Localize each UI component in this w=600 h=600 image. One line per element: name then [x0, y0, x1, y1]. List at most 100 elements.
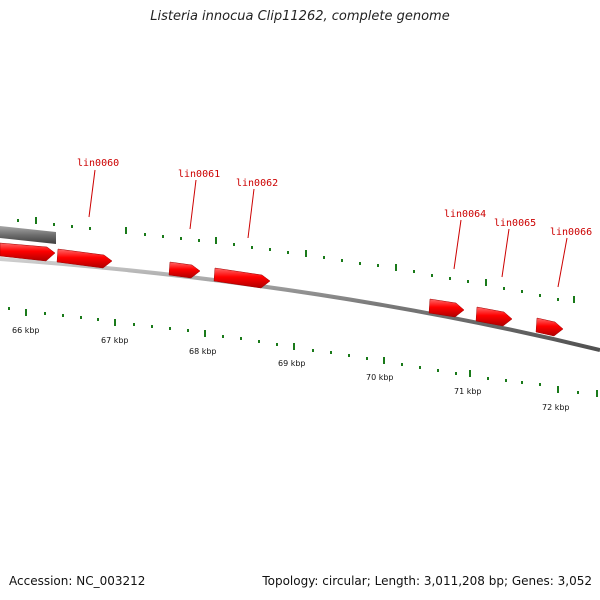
outer-tick: [413, 270, 415, 273]
outer-tick: [180, 237, 182, 240]
scale-tick-major: [596, 390, 598, 397]
outer-tick: [449, 277, 451, 280]
gene-arrow[interactable]: [475, 306, 513, 327]
outer-tick-major: [215, 237, 217, 244]
scale-tick: [62, 314, 64, 317]
scale-tick-major: [557, 386, 559, 393]
scale-tick: [240, 337, 242, 340]
leader-line-lin0065: [501, 228, 510, 278]
outer-tick: [17, 219, 19, 222]
scale-label-70: 70 kbp: [366, 373, 394, 382]
scale-label-67: 67 kbp: [101, 336, 129, 345]
map-title: Listeria innocua Clip11262, complete gen…: [150, 9, 450, 24]
scale-tick-major: [204, 330, 206, 337]
scale-tick: [97, 318, 99, 321]
scale-tick: [133, 323, 135, 326]
outer-tick: [71, 225, 73, 228]
scale-tick: [44, 312, 46, 315]
outer-tick: [89, 227, 91, 230]
scale-tick: [330, 351, 332, 354]
scale-tick: [258, 340, 260, 343]
outer-tick: [359, 262, 361, 265]
outer-tick: [251, 246, 253, 249]
topology-value: circular: [322, 574, 367, 588]
scale-tick: [169, 327, 171, 330]
outer-tick: [557, 298, 559, 301]
scale-tick: [401, 363, 403, 366]
gene-track: [0, 242, 564, 337]
scale-tick-major: [25, 309, 27, 316]
scale-tick: [8, 307, 10, 310]
outer-tick-major: [485, 279, 487, 286]
leader-line-lin0060: [88, 169, 96, 218]
accession-info: Accession: NC_003212: [9, 574, 145, 588]
gene-label-lin0060[interactable]: lin0060: [77, 158, 119, 169]
scale-tick: [437, 369, 439, 372]
gene-label-lin0061[interactable]: lin0061: [178, 169, 220, 180]
scale-tick-major: [293, 343, 295, 350]
leader-line-lin0066: [557, 237, 568, 288]
gene-label-lin0064[interactable]: lin0064: [444, 209, 486, 220]
leader-line-lin0061: [189, 179, 197, 230]
scale-tick: [187, 329, 189, 332]
gene-leader-lines: [88, 169, 568, 288]
gene-arrow[interactable]: [213, 267, 271, 289]
gene-label-lin0065[interactable]: lin0065: [494, 218, 536, 229]
scale-tick: [348, 354, 350, 357]
scale-tick: [366, 357, 368, 360]
topology-label: Topology:: [262, 574, 319, 588]
scale-tick: [521, 381, 523, 384]
outer-tick: [467, 280, 469, 283]
gene-arrow[interactable]: [0, 242, 56, 262]
outer-tick: [341, 259, 343, 262]
scale-labels: 66 kbp 67 kbp 68 kbp 69 kbp 70 kbp 71 kb…: [12, 326, 570, 412]
scale-tick: [312, 349, 314, 352]
scale-label-72: 72 kbp: [542, 403, 570, 412]
outer-tick: [539, 294, 541, 297]
outer-tick: [144, 233, 146, 236]
length-label: Length:: [374, 574, 421, 588]
gene-arrow[interactable]: [56, 248, 113, 269]
scale-label-68: 68 kbp: [189, 347, 217, 356]
length-value: 3,011,208 bp: [423, 574, 504, 588]
scale-tick: [80, 316, 82, 319]
gene-label-lin0062[interactable]: lin0062: [236, 178, 278, 189]
scale-tick-major: [383, 357, 385, 364]
scale-label-71: 71 kbp: [454, 387, 482, 396]
gene-arrow[interactable]: [168, 261, 201, 279]
scale-tick-major: [114, 319, 116, 326]
outer-tick: [53, 223, 55, 226]
genome-map: 66 kbp 67 kbp 68 kbp 69 kbp 70 kbp 71 kb…: [0, 158, 600, 412]
outer-tick: [431, 274, 433, 277]
scale-label-66: 66 kbp: [12, 326, 40, 335]
outer-tick-major: [395, 264, 397, 271]
outer-tick: [323, 256, 325, 259]
scale-tick: [577, 391, 579, 394]
outer-tick: [198, 239, 200, 242]
scale-tick: [487, 377, 489, 380]
highlight-block: [0, 226, 56, 244]
scale-tick: [419, 366, 421, 369]
accession-value: NC_003212: [76, 574, 146, 588]
scale-label-69: 69 kbp: [278, 359, 306, 368]
gene-arrow[interactable]: [428, 298, 465, 318]
gene-label-lin0066[interactable]: lin0066: [550, 227, 592, 238]
scale-tick: [505, 379, 507, 382]
genome-backbone: [0, 257, 600, 352]
genes-label: Genes:: [511, 574, 554, 588]
genome-stats: Topology: circular; Length: 3,011,208 bp…: [262, 574, 592, 588]
outer-tick-major: [125, 227, 127, 234]
gene-arrow[interactable]: [535, 317, 564, 337]
leader-line-lin0064: [453, 219, 462, 270]
accession-label: Accession:: [9, 574, 73, 588]
gene-labels: lin0060 lin0061 lin0062 lin0064 lin0065 …: [77, 158, 592, 238]
genes-value: 3,052: [557, 574, 592, 588]
scale-tick: [151, 325, 153, 328]
outer-tick: [233, 243, 235, 246]
outer-tick: [269, 248, 271, 251]
outer-tick: [377, 264, 379, 267]
outer-tick: [287, 251, 289, 254]
outer-tick: [503, 287, 505, 290]
outer-tick: [162, 235, 164, 238]
leader-line-lin0062: [247, 188, 255, 239]
